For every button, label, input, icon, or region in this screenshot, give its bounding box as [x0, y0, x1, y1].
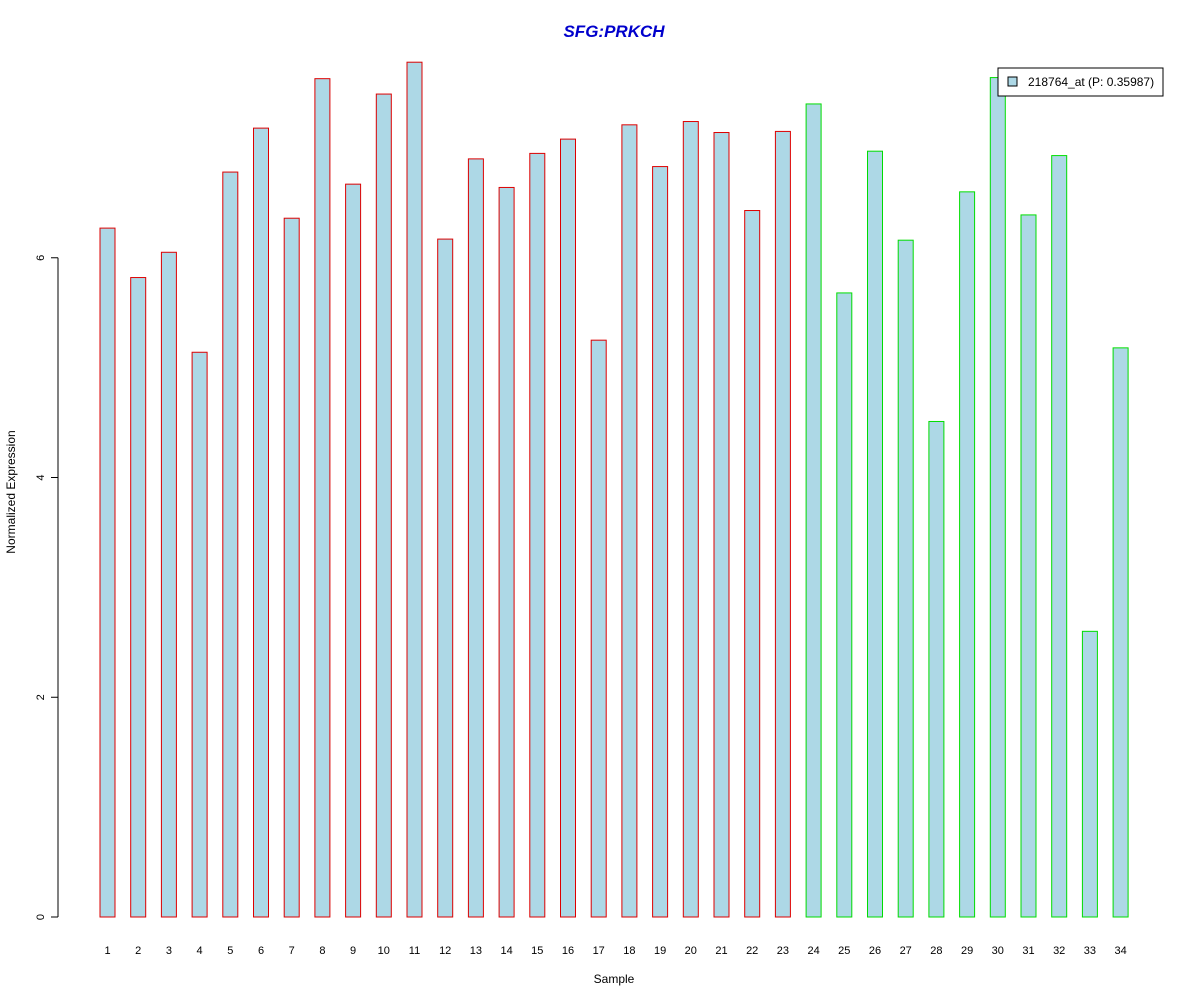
- legend: 218764_at (P: 0.35987): [997, 67, 1164, 97]
- bar: [529, 152, 546, 918]
- bar: [314, 78, 331, 918]
- bar: [1112, 347, 1129, 918]
- x-tick-label: 13: [470, 945, 482, 957]
- x-tick-label: 7: [289, 945, 295, 957]
- x-tick-label: 17: [593, 945, 605, 957]
- y-axis: 0 2 4 6: [35, 255, 59, 920]
- x-tick-label: 30: [992, 945, 1004, 957]
- y-tick-label: 2: [35, 694, 47, 700]
- x-tick-label: 28: [930, 945, 942, 957]
- bar: [467, 158, 484, 918]
- bar: [437, 238, 454, 918]
- bar: [836, 292, 853, 918]
- legend-box: [997, 67, 1164, 97]
- x-tick-label: 31: [1022, 945, 1034, 957]
- x-tick-label: 11: [409, 945, 420, 957]
- chart-title: SFG:PRKCH: [563, 22, 665, 41]
- bar: [345, 183, 362, 918]
- bar: [805, 103, 822, 918]
- x-tick-label: 8: [319, 945, 325, 957]
- bar: [652, 166, 669, 918]
- y-tick-label: 0: [35, 914, 47, 920]
- x-tick-label: 26: [869, 945, 881, 957]
- x-tick-label: 4: [197, 945, 203, 957]
- bar: [222, 171, 239, 918]
- bar: [928, 420, 945, 918]
- x-tick-label: 23: [777, 945, 789, 957]
- y-tick-label: 4: [35, 474, 47, 480]
- bar: [682, 121, 699, 918]
- bar: [130, 277, 147, 918]
- bar: [959, 191, 976, 918]
- bar: [283, 217, 300, 918]
- bar: [713, 132, 730, 918]
- x-tick-label: 21: [715, 945, 727, 957]
- x-tick-label: 33: [1084, 945, 1096, 957]
- bar: [590, 339, 607, 918]
- x-tick-label: 18: [623, 945, 635, 957]
- bar: [560, 138, 576, 918]
- x-tick-label: 9: [350, 945, 356, 957]
- bars: [99, 61, 1129, 918]
- x-tick-label: 2: [135, 945, 141, 957]
- x-tick-label: 5: [227, 945, 233, 957]
- bar: [989, 77, 1006, 918]
- bar: [191, 351, 208, 918]
- bar: [867, 150, 883, 918]
- x-tick-label: 20: [685, 945, 697, 957]
- bar: [498, 186, 515, 918]
- bar: [1020, 214, 1037, 918]
- x-axis-label: Sample: [594, 972, 635, 986]
- x-tick-label: 12: [439, 945, 451, 957]
- x-tick-label: 34: [1114, 945, 1126, 957]
- x-tick-label: 6: [258, 945, 264, 957]
- x-tick-label: 32: [1053, 945, 1065, 957]
- legend-swatch: [1007, 76, 1018, 87]
- bar: [99, 227, 116, 918]
- bar: [160, 251, 177, 918]
- x-tick-labels: 1 2 3 4 5 6 7 8 9 10 11 12 13 14 15 16 17 18 19 20 21 22 23 24 2…: [104, 945, 1126, 957]
- x-tick-label: 1: [104, 945, 110, 957]
- bar: [1051, 155, 1068, 918]
- bar: [621, 124, 638, 918]
- x-tick-label: 22: [746, 945, 758, 957]
- x-tick-label: 27: [900, 945, 912, 957]
- bar: [774, 130, 791, 918]
- x-tick-label: 29: [961, 945, 973, 957]
- x-tick-label: 19: [654, 945, 666, 957]
- x-tick-label: 15: [531, 945, 543, 957]
- bar: [253, 127, 269, 918]
- x-tick-label: 14: [500, 945, 512, 957]
- y-axis-label: Normalized Expression: [4, 430, 18, 553]
- bar: [897, 239, 914, 918]
- x-tick-label: 10: [378, 945, 390, 957]
- x-tick-label: 16: [562, 945, 574, 957]
- bar: [1081, 630, 1098, 918]
- legend-label: 218764_at (P: 0.35987): [1028, 75, 1154, 89]
- bar: [375, 93, 392, 918]
- bar: [406, 61, 423, 918]
- bar: [744, 210, 761, 918]
- y-tick-label: 6: [35, 255, 47, 261]
- x-tick-label: 25: [838, 945, 850, 957]
- x-tick-label: 3: [166, 945, 172, 957]
- x-tick-label: 24: [807, 945, 819, 957]
